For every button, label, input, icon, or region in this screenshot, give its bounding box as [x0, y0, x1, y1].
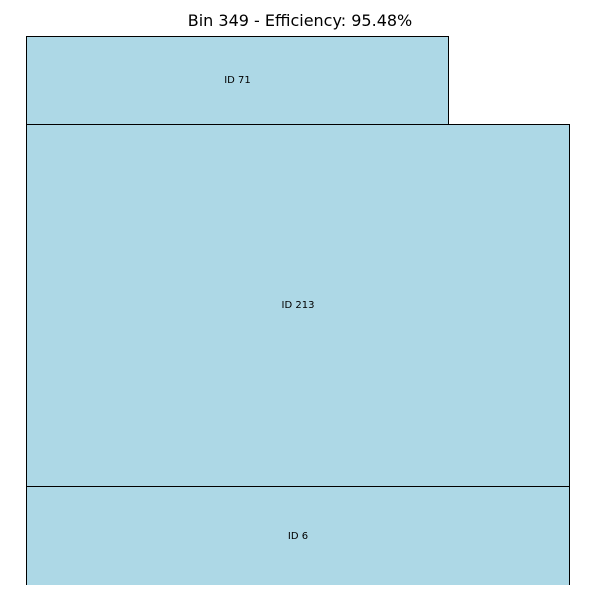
- item-label-id-71: ID 71: [224, 75, 251, 86]
- item-rect-id-71: ID 71: [26, 36, 449, 125]
- figure-title: Bin 349 - Efficiency: 95.48%: [187, 11, 413, 30]
- item-rect-id-6: ID 6: [26, 486, 570, 585]
- item-rect-id-213: ID 213: [26, 124, 570, 487]
- item-label-id-6: ID 6: [287, 530, 309, 542]
- item-label-id-213: ID 213: [281, 300, 315, 311]
